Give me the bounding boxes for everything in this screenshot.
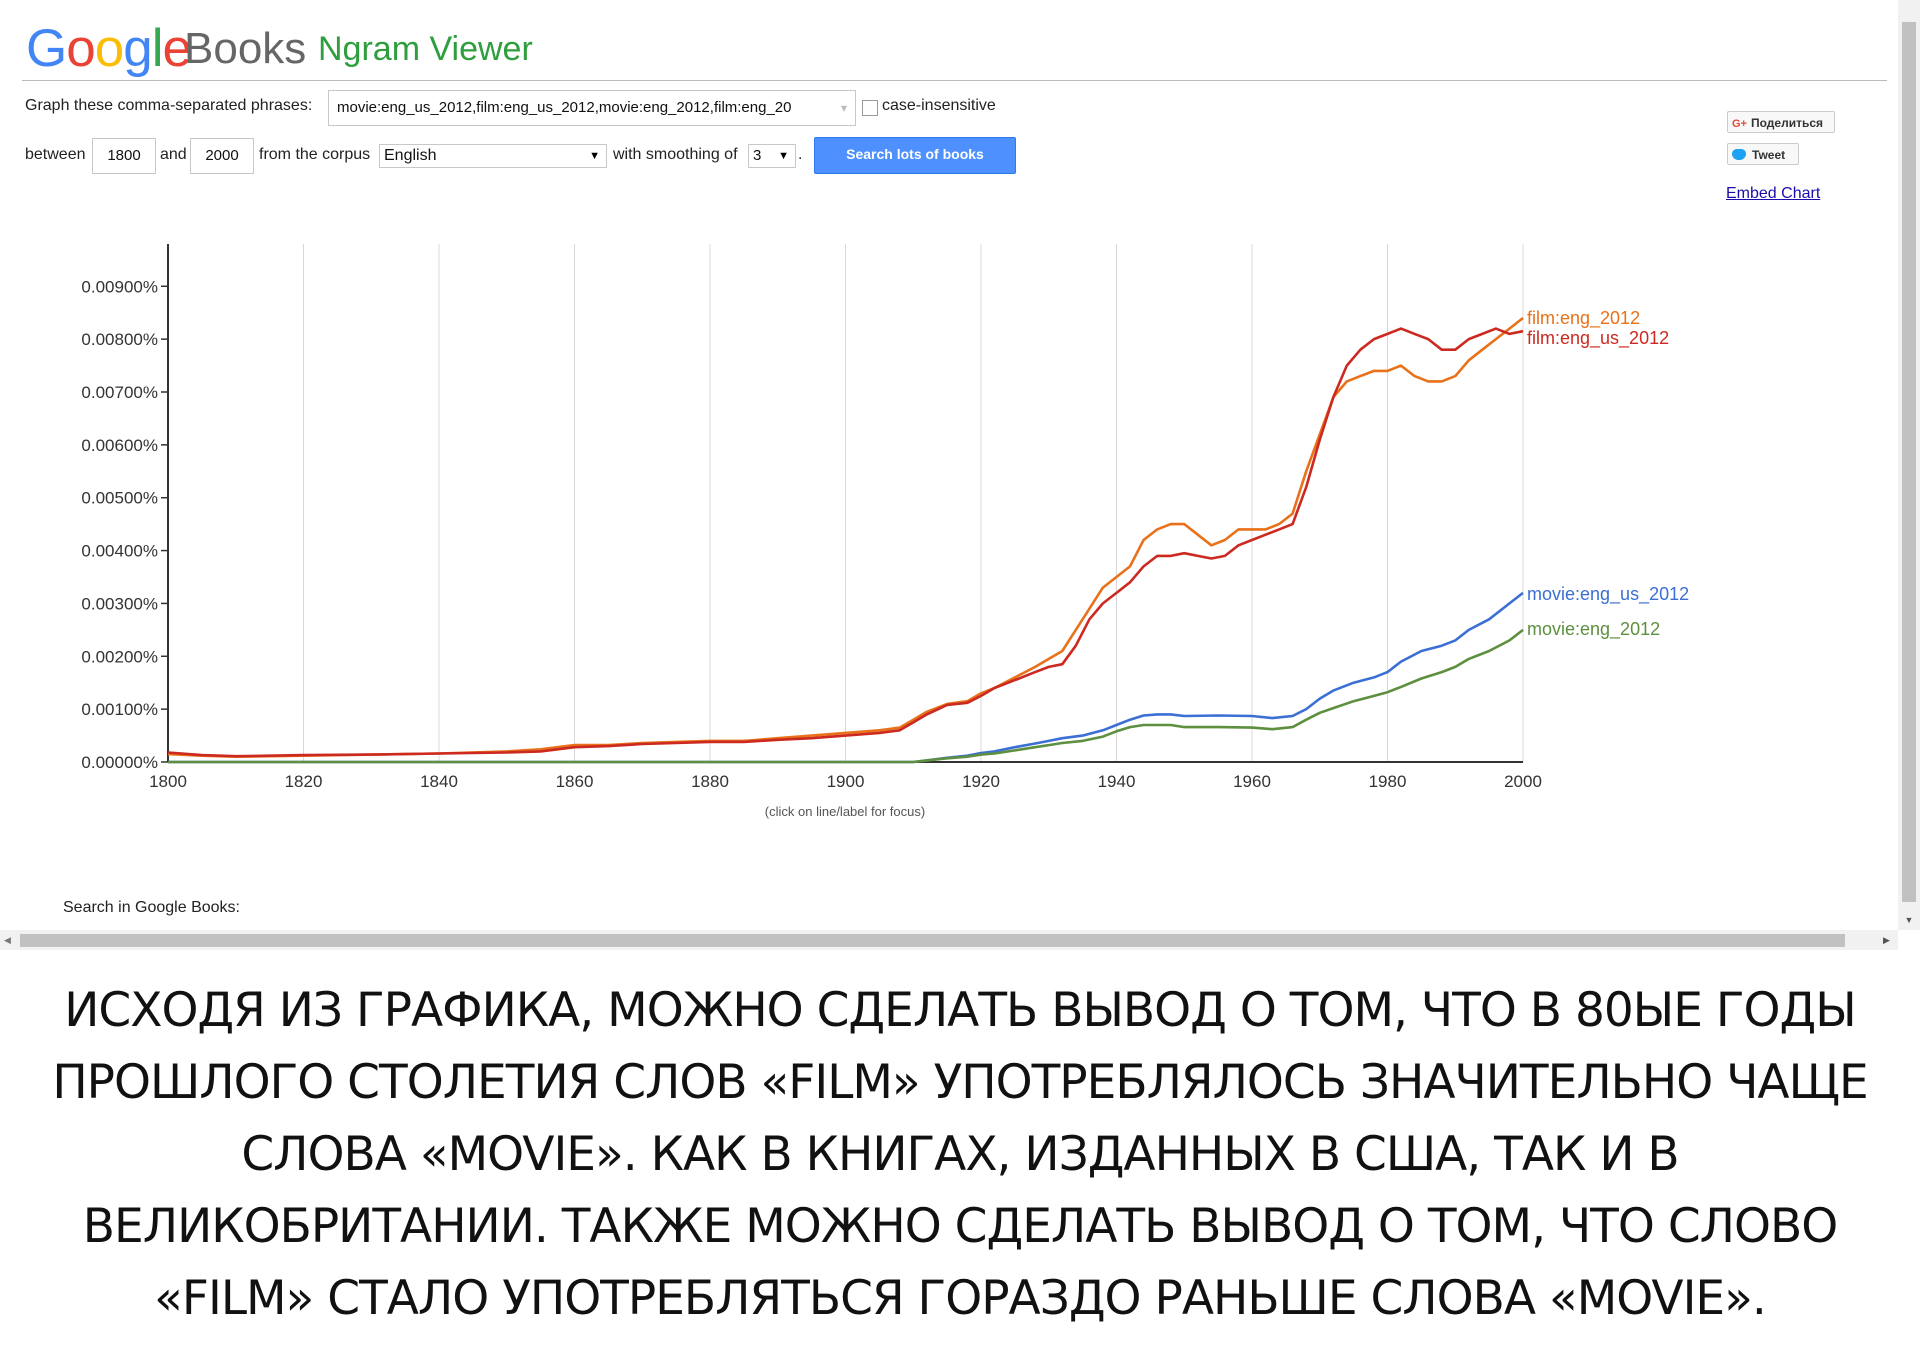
x-tick-label: 1800 bbox=[149, 772, 187, 791]
corpus-select-value: English bbox=[384, 147, 437, 164]
header-divider bbox=[22, 80, 1887, 81]
caption-line: ПРОШЛОГО СТОЛЕТИЯ СЛОВ «FILM» УПОТРЕБЛЯЛ… bbox=[52, 1055, 1868, 1110]
vertical-scrollbar-thumb[interactable] bbox=[1902, 22, 1916, 902]
x-tick-label: 1860 bbox=[556, 772, 594, 791]
scroll-down-arrow-icon[interactable]: ▼ bbox=[1904, 915, 1914, 925]
ngram-viewer-screenshot: Google Books Ngram Viewer Graph these co… bbox=[0, 0, 1920, 950]
and-label: and bbox=[160, 146, 187, 163]
series-line-movie-eng-us-2012 bbox=[168, 591, 1524, 764]
phrases-input[interactable]: movie:eng_us_2012,film:eng_us_2012,movie… bbox=[328, 90, 856, 126]
phrases-input-value: movie:eng_us_2012,film:eng_us_2012,movie… bbox=[337, 99, 792, 116]
gplus-icon: G+ bbox=[1732, 118, 1747, 130]
gplus-share-label: Поделиться bbox=[1750, 116, 1824, 130]
corpus-select[interactable]: English ▼ bbox=[379, 144, 607, 168]
corpus-label: from the corpus bbox=[259, 146, 371, 163]
smoothing-select[interactable]: 3 ▼ bbox=[748, 144, 796, 168]
scroll-left-arrow-icon[interactable]: ◀ bbox=[4, 935, 11, 945]
horizontal-scrollbar-thumb[interactable] bbox=[20, 934, 1845, 947]
y-tick-label: 0.00100% bbox=[81, 700, 158, 719]
gplus-share-button[interactable]: G+ Поделиться bbox=[1727, 111, 1835, 133]
line-label: film:eng_us_2012 bbox=[1527, 328, 1669, 349]
case-insensitive-label[interactable]: case-insensitive bbox=[882, 97, 996, 114]
tweet-label: Tweet bbox=[1752, 148, 1786, 162]
slide-caption: ИСХОДЯ ИЗ ГРАФИКА, МОЖНО СДЕЛАТЬ ВЫВОД О… bbox=[0, 975, 1920, 1335]
google-logo[interactable]: Google bbox=[26, 19, 192, 78]
vertical-scrollbar[interactable] bbox=[1898, 0, 1920, 930]
between-label: between bbox=[25, 146, 86, 163]
chart-axes: 1800 1820 1840 1860 1880 1900 1920 1940 1960 1980… bbox=[81, 244, 1542, 791]
x-tick-label: 1880 bbox=[691, 772, 729, 791]
y-tick-label: 0.00800% bbox=[81, 330, 158, 349]
smoothing-label: with smoothing of bbox=[613, 146, 738, 163]
caption-line: «FILM» СТАЛО УПОТРЕБЛЯТЬСЯ ГОРАЗДО РАНЬШ… bbox=[154, 1271, 1767, 1326]
scroll-right-arrow-icon[interactable]: ▶ bbox=[1883, 935, 1890, 945]
case-insensitive-checkbox[interactable] bbox=[862, 100, 878, 116]
caption-line: ВЕЛИКОБРИТАНИИ. ТАКЖЕ МОЖНО СДЕЛАТЬ ВЫВО… bbox=[82, 1199, 1838, 1254]
x-tick-label: 2000 bbox=[1504, 772, 1542, 791]
search-in-books-label: Search in Google Books: bbox=[63, 899, 240, 916]
x-tick-label: 1820 bbox=[285, 772, 323, 791]
y-tick-label: 0.00300% bbox=[81, 594, 158, 613]
smoothing-select-value: 3 bbox=[753, 147, 762, 164]
y-tick-label: 0.00200% bbox=[81, 647, 158, 666]
x-tick-label: 1980 bbox=[1369, 772, 1407, 791]
x-tick-label: 1920 bbox=[962, 772, 1000, 791]
line-label: film:eng_2012 bbox=[1527, 308, 1640, 329]
chart-grid bbox=[303, 244, 1524, 762]
logo-books-text[interactable]: Books bbox=[184, 24, 307, 73]
series-line-movie-eng-2012 bbox=[168, 628, 1524, 764]
caption-line: СЛОВА «MOVIE». КАК В КНИГАХ, ИЗДАННЫХ В … bbox=[241, 1127, 1679, 1182]
y-tick-label: 0.00000% bbox=[81, 753, 158, 772]
x-tick-label: 1940 bbox=[1098, 772, 1136, 791]
year-start-input[interactable]: 1800 bbox=[92, 138, 156, 174]
embed-chart-link[interactable]: Embed Chart bbox=[1726, 185, 1821, 202]
line-label: movie:eng_2012 bbox=[1527, 619, 1660, 640]
twitter-bird-icon bbox=[1732, 149, 1746, 160]
year-end-input[interactable]: 2000 bbox=[190, 138, 254, 174]
ngram-line-chart: 1800 1820 1840 1860 1880 1900 1920 1940 1960 1980… bbox=[81, 244, 1689, 791]
period-text: . bbox=[798, 146, 803, 163]
y-tick-label: 0.00400% bbox=[81, 542, 158, 561]
chart-series bbox=[167, 316, 1524, 764]
y-tick-label: 0.00700% bbox=[81, 383, 158, 402]
dropdown-arrow-icon: ▼ bbox=[589, 150, 600, 162]
series-line-film-eng-us-2012 bbox=[167, 327, 1524, 758]
search-button[interactable]: Search lots of books bbox=[814, 137, 1016, 174]
focus-hint: (click on line/label for focus) bbox=[764, 804, 926, 819]
y-tick-label: 0.00500% bbox=[81, 489, 158, 508]
x-tick-label: 1900 bbox=[827, 772, 865, 791]
caption-line: ИСХОДЯ ИЗ ГРАФИКА, МОЖНО СДЕЛАТЬ ВЫВОД О… bbox=[64, 983, 1856, 1038]
line-label: movie:eng_us_2012 bbox=[1527, 584, 1689, 605]
y-tick-label: 0.00600% bbox=[81, 436, 158, 455]
y-tick-label: 0.00900% bbox=[81, 277, 158, 296]
tweet-button[interactable]: Tweet bbox=[1727, 143, 1799, 165]
dropdown-arrow-icon: ▼ bbox=[778, 150, 789, 162]
chevron-down-icon[interactable]: ▾ bbox=[840, 101, 847, 115]
horizontal-scrollbar[interactable]: ◀ ▶ bbox=[0, 930, 1898, 950]
x-tick-label: 1960 bbox=[1233, 772, 1271, 791]
x-tick-label: 1840 bbox=[420, 772, 458, 791]
app-title[interactable]: Ngram Viewer bbox=[318, 30, 533, 68]
phrases-label: Graph these comma-separated phrases: bbox=[25, 97, 313, 114]
